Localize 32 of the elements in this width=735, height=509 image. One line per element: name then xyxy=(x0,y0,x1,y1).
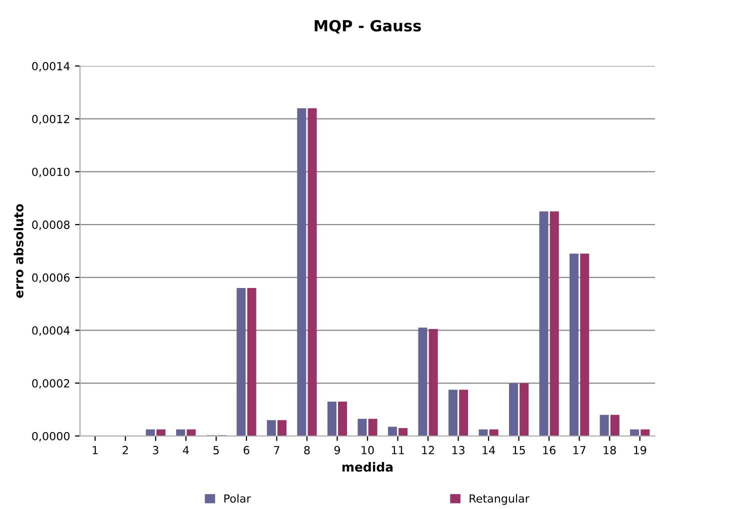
x-tick-label: 4 xyxy=(182,446,189,454)
y-tick-label: 0,0002 xyxy=(32,379,70,389)
x-tick-label: 12 xyxy=(422,446,434,454)
x-tick-label: 8 xyxy=(304,446,310,454)
x-tick-label: 10 xyxy=(362,446,374,454)
x-tick-label: 1 xyxy=(92,446,98,454)
legend-label: Retangular xyxy=(470,494,530,505)
x-tick-label: 5 xyxy=(214,446,219,454)
x-tick-label: 14 xyxy=(482,446,495,454)
x-tick-label: 3 xyxy=(152,446,158,454)
y-tick-label: 0,0006 xyxy=(32,273,70,283)
x-tick-label: 13 xyxy=(452,446,464,454)
y-tick-label: 0,0012 xyxy=(32,114,70,124)
x-tick-label: 9 xyxy=(334,446,340,454)
y-tick-label: 0,0014 xyxy=(32,62,70,72)
y-tick-label: 0,0010 xyxy=(32,168,70,178)
legend-label: Polar xyxy=(224,494,251,503)
x-tick-label: 7 xyxy=(274,446,280,454)
x-tick-label: 18 xyxy=(604,446,616,454)
x-axis-title: medida xyxy=(342,462,393,472)
chart-title: MQP - Gauss xyxy=(314,20,421,34)
x-tick-label: 17 xyxy=(573,446,586,454)
y-axis-title: erro absoluto xyxy=(14,204,24,298)
y-tick-label: 0,0000 xyxy=(32,432,70,442)
x-tick-label: 2 xyxy=(122,446,128,454)
y-tick-label: 0,0004 xyxy=(32,326,70,336)
x-tick-label: 11 xyxy=(392,446,404,454)
x-tick-label: 6 xyxy=(244,446,250,454)
x-tick-label: 19 xyxy=(634,446,646,454)
x-tick-label: 15 xyxy=(512,446,525,454)
y-tick-label: 0,0008 xyxy=(32,220,70,230)
x-tick-label: 16 xyxy=(543,446,556,454)
